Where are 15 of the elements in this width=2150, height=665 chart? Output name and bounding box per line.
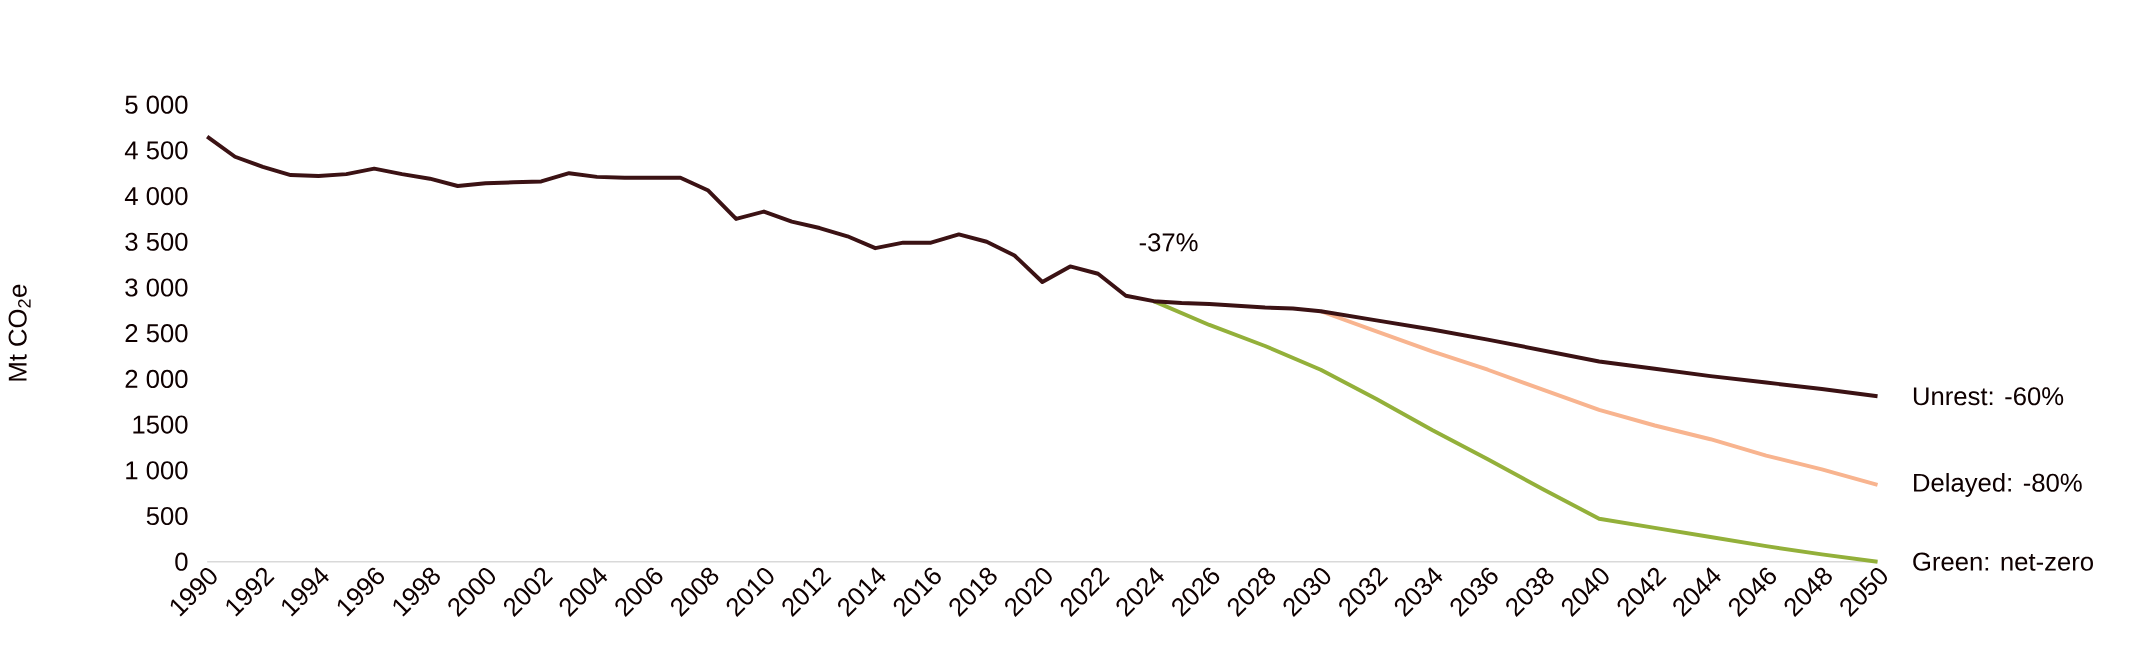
y-axis-title: Mt CO$_{2}$e bbox=[8, 284, 31, 381]
y-tick-label: 3 500 bbox=[125, 232, 188, 251]
series-label: Unrest: -60% bbox=[1913, 386, 2064, 406]
y-tick-label: 500 bbox=[146, 506, 188, 525]
y-tick-label: 3 000 bbox=[125, 278, 188, 297]
y-tick-label: 2 500 bbox=[125, 323, 188, 343]
y-tick-label: 4 500 bbox=[124, 141, 188, 160]
series-label: Green: net-zero bbox=[1913, 552, 2093, 571]
y-tick-label: 4 000 bbox=[124, 186, 188, 205]
y-tick-label: 1500 bbox=[133, 415, 188, 434]
series-label: Delayed: -80% bbox=[1914, 472, 2082, 497]
y-tick-label: 5 000 bbox=[125, 95, 188, 114]
annotation: -37% bbox=[1139, 233, 1198, 252]
y-tick-label: 1 000 bbox=[126, 461, 188, 480]
y-tick-label: 2 000 bbox=[125, 369, 188, 388]
